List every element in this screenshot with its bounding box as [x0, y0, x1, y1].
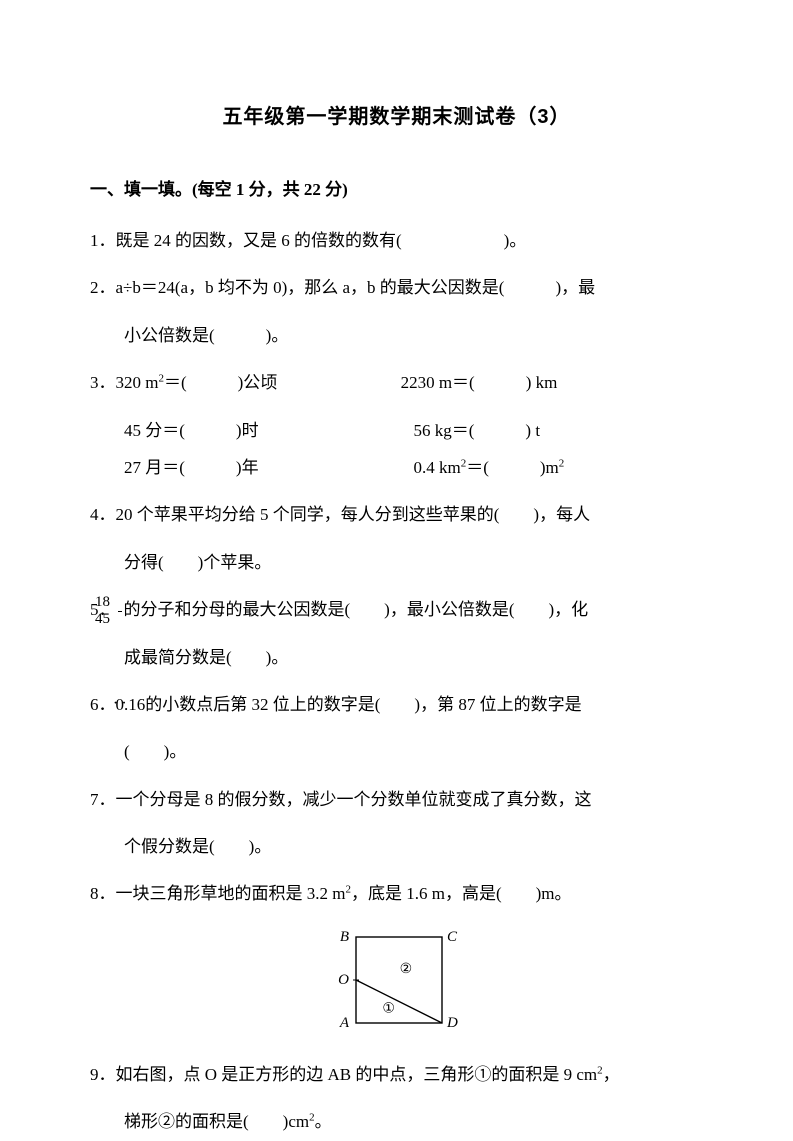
q5-fraction: 1845 [118, 595, 122, 628]
q9-figure: B C A D O ① ② [322, 923, 472, 1043]
q3-r1c1-pre: 320 m [116, 373, 159, 392]
q3-r2c1: 45 分＝( )时 [124, 412, 414, 449]
q4-line1: 4．20 个苹果平均分给 5 个同学，每人分到这些苹果的( )，每人 [90, 496, 703, 533]
q6-post: 的小数点后第 32 位上的数字是( )，第 87 位上的数字是 [145, 695, 581, 714]
q3-r3c2: 0.4 km2＝( )m2 [414, 449, 704, 486]
q9-l1-pre: 9．如右图，点 O 是正方形的边 AB 的中点，三角形①的面积是 9 cm [90, 1065, 597, 1084]
svg-text:①: ① [382, 1002, 395, 1017]
q8-mid: ，底是 1.6 m，高是( )m。 [351, 884, 572, 903]
q3-r3c2-sup2: 2 [559, 457, 565, 469]
svg-text:C: C [447, 929, 458, 945]
q3-lead: 3．320 m2＝( )公顷 2230 m＝( ) km [90, 364, 703, 401]
q8-pre: 8．一块三角形草地的面积是 3.2 m [90, 884, 345, 903]
q9-line1: 9．如右图，点 O 是正方形的边 AB 的中点，三角形①的面积是 9 cm2， [90, 1056, 703, 1093]
q3-r1c2: 2230 m＝( ) km [401, 373, 558, 392]
q1: 1．既是 24 的因数，又是 6 的倍数的数有( )。 [90, 222, 703, 259]
q5-line2: 成最简分数是( )。 [90, 639, 703, 676]
q3-r3c2-pre: 0.4 km [414, 458, 461, 477]
q5-frac-den: 45 [118, 612, 122, 628]
q5-frac-num: 18 [118, 595, 122, 612]
svg-text:O: O [338, 972, 349, 988]
q3-grid: 45 分＝( )时 56 kg＝( ) t 27 月＝( )年 0.4 km 2＝… [90, 412, 703, 487]
q3-lead-text: 3． [90, 373, 116, 392]
svg-text:②: ② [399, 962, 412, 977]
svg-text:D: D [446, 1015, 458, 1031]
q6-line1: 6．0.16的小数点后第 32 位上的数字是( )，第 87 位上的数字是 [90, 686, 703, 723]
doc-title: 五年级第一学期数学期末测试卷（3） [90, 100, 703, 129]
q5-line1: 5．1845的分子和分母的最大公因数是( )，最小公倍数是( )，化 [90, 591, 703, 628]
svg-text:A: A [338, 1015, 349, 1031]
q3-r3c2-post: ＝( )m [466, 458, 559, 477]
q3-r2c2: 56 kg＝( ) t [414, 412, 704, 449]
q2-line1: 2．a÷b＝24(a，b 均不为 0)，那么 a，b 的最大公因数是( )，最 [90, 269, 703, 306]
q4-line2: 分得( )个苹果。 [90, 544, 703, 581]
q8: 8．一块三角形草地的面积是 3.2 m2，底是 1.6 m，高是( )m。 [90, 875, 703, 912]
q3-r1c1-post: ＝( )公顷 [164, 373, 277, 392]
q9-figure-wrap: B C A D O ① ② [90, 923, 703, 1048]
svg-text:B: B [339, 929, 348, 945]
q5-mid: 的分子和分母的最大公因数是( )，最小公倍数是( )，化 [124, 600, 589, 619]
q6-line2: ( )。 [90, 733, 703, 770]
section-1-header: 一、填一填。(每空 1 分，共 22 分) [90, 175, 703, 200]
q6-rec1: 1 [128, 695, 137, 714]
q2-line2: 小公倍数是( )。 [90, 317, 703, 354]
q9-l1-post: ， [603, 1065, 620, 1084]
q7-line1: 7．一个分母是 8 的假分数，减少一个分数单位就变成了真分数，这 [90, 781, 703, 818]
q7-line2: 个假分数是( )。 [90, 828, 703, 865]
q6-rec2: 6 [137, 695, 146, 714]
q3-r3c1: 27 月＝( )年 [124, 449, 414, 486]
page: 五年级第一学期数学期末测试卷（3） 一、填一填。(每空 1 分，共 22 分) … [0, 0, 793, 1122]
